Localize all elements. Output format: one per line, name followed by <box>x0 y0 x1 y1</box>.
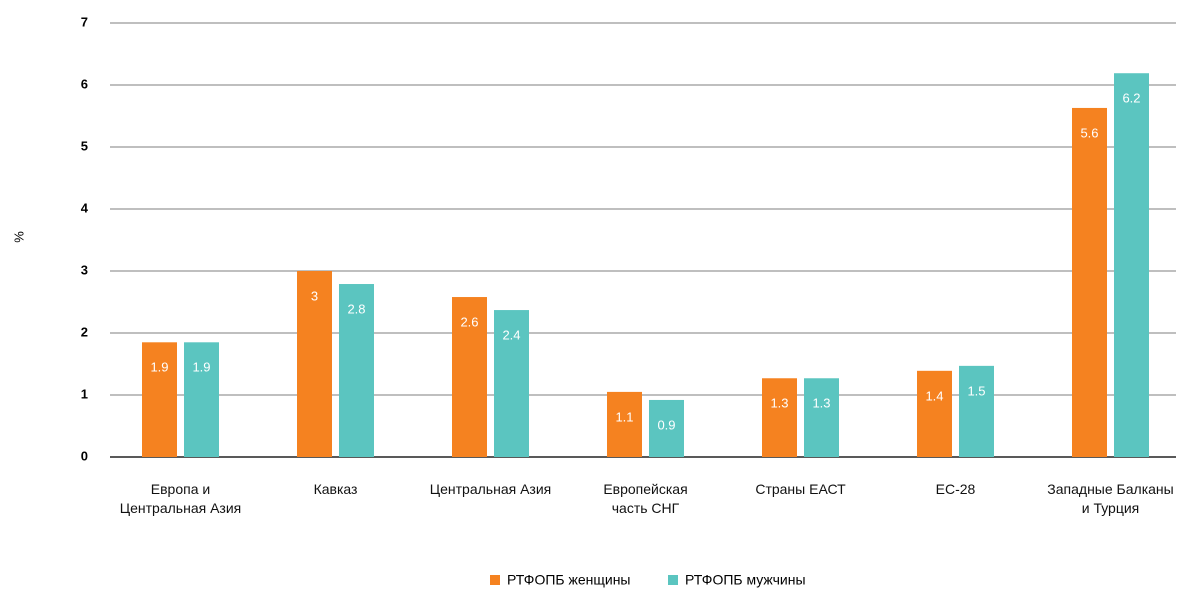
y-tick-label: 3 <box>81 262 88 277</box>
y-tick-label: 4 <box>81 200 89 215</box>
y-tick-label: 1 <box>81 386 88 401</box>
y-tick-label: 6 <box>81 76 88 91</box>
bar <box>804 378 839 457</box>
data-label: 1.3 <box>770 396 788 411</box>
x-tick-label: Центральная Азия <box>429 481 552 497</box>
legend-label: РТФОПБ мужчины <box>685 572 806 588</box>
bar <box>649 399 684 457</box>
data-label: 1.9 <box>192 360 210 375</box>
bar <box>184 342 219 457</box>
y-tick-label: 2 <box>81 324 88 339</box>
legend-label: РТФОПБ женщины <box>507 572 630 588</box>
legend-swatch <box>490 575 500 585</box>
y-tick-label: 5 <box>81 138 88 153</box>
bar <box>1114 73 1149 457</box>
legend-swatch <box>668 575 678 585</box>
y-tick-label: 0 <box>81 448 88 463</box>
bar <box>297 271 332 457</box>
data-label: 2.4 <box>502 327 520 342</box>
bar <box>142 342 177 457</box>
data-label: 2.8 <box>347 301 365 316</box>
x-tick-label: Европа и Центральная Азия <box>119 481 242 516</box>
bar <box>917 370 952 457</box>
data-label: 1.9 <box>150 360 168 375</box>
data-label: 1.4 <box>925 388 943 403</box>
x-tick-label: Страны ЕАСТ <box>755 481 846 497</box>
data-label: 1.3 <box>812 396 830 411</box>
bar <box>762 378 797 457</box>
data-label: 0.9 <box>657 417 675 432</box>
x-tick-label: Европейская часть СНГ <box>603 481 688 516</box>
data-label: 6.2 <box>1122 91 1140 106</box>
y-tick-label: 7 <box>81 14 88 29</box>
data-label: 3 <box>311 288 318 303</box>
x-tick-label: Западные Балканы и Турция <box>1047 481 1174 516</box>
y-axis-label: % <box>11 231 26 243</box>
bar <box>339 284 374 457</box>
bar <box>607 391 642 457</box>
data-label: 1.1 <box>615 409 633 424</box>
bar <box>452 297 487 457</box>
data-label: 2.6 <box>460 314 478 329</box>
x-tick-label: Кавказ <box>313 481 358 497</box>
data-label: 5.6 <box>1080 125 1098 140</box>
bar <box>494 310 529 457</box>
data-label: 1.5 <box>967 383 985 398</box>
bar <box>1072 107 1107 457</box>
bar <box>959 365 994 457</box>
x-tick-label: ЕС-28 <box>935 481 976 497</box>
